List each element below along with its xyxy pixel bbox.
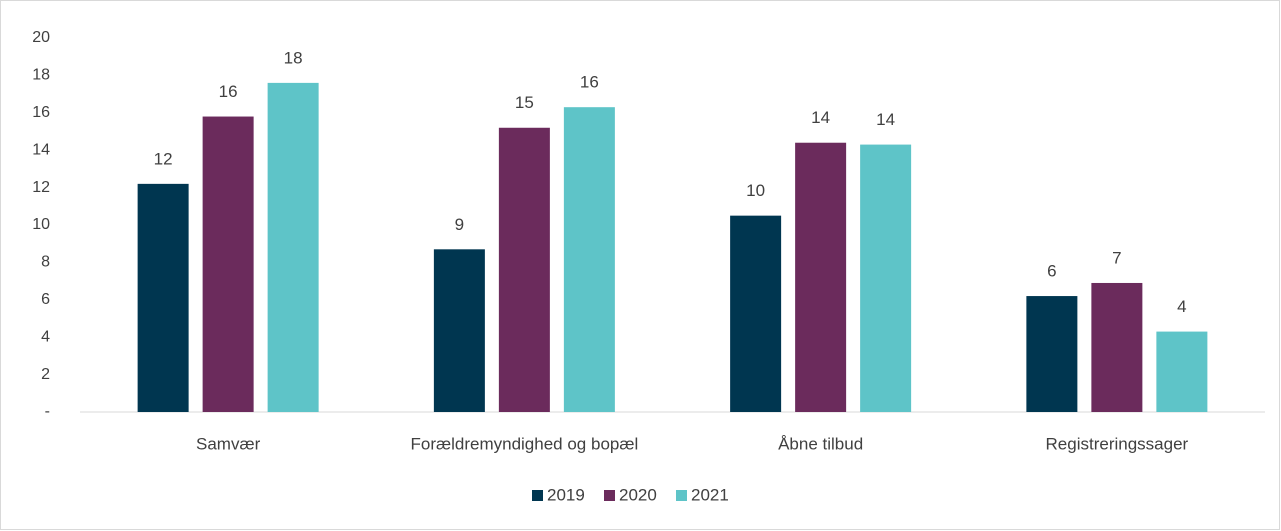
bar (563, 107, 615, 412)
x-tick-label: Samvær (196, 434, 261, 453)
data-label: 6 (1047, 262, 1056, 281)
legend-label: 2021 (691, 485, 729, 504)
data-label: 15 (515, 93, 534, 112)
bar (137, 183, 189, 412)
bar (1026, 296, 1078, 412)
data-label: 9 (455, 215, 464, 234)
legend-swatch (604, 490, 615, 501)
data-label: 16 (219, 82, 238, 101)
legend-label: 2020 (619, 485, 657, 504)
data-label: 12 (154, 149, 173, 168)
legend-swatch (676, 490, 687, 501)
y-tick-label: 18 (32, 67, 50, 84)
y-tick-label: 4 (41, 328, 50, 345)
y-tick-label: 6 (41, 291, 50, 308)
y-tick-label: 14 (32, 141, 50, 158)
y-tick-label: 12 (32, 179, 50, 196)
y-tick-label: 20 (32, 29, 50, 46)
data-label: 7 (1112, 248, 1121, 267)
bar (1091, 282, 1143, 412)
y-tick-label: 2 (41, 366, 50, 383)
legend-label: 2019 (547, 485, 585, 504)
data-label: 4 (1177, 297, 1186, 316)
x-tick-label: Åbne tilbud (778, 434, 863, 453)
y-tick-label: 10 (32, 216, 50, 233)
data-label: 14 (876, 110, 895, 129)
bar (795, 142, 847, 412)
bar (433, 249, 485, 412)
y-tick-label: 8 (41, 254, 50, 271)
bar (498, 127, 550, 412)
bar (202, 116, 254, 412)
bar (1156, 331, 1208, 412)
bar (267, 82, 319, 412)
data-label: 10 (746, 181, 765, 200)
x-tick-label: Forældremyndighed og bopæl (411, 434, 639, 453)
legend-swatch (532, 490, 543, 501)
data-label: 14 (811, 108, 830, 127)
bar (860, 144, 912, 412)
data-label: 18 (284, 48, 303, 67)
y-tick-label: 16 (32, 104, 50, 121)
y-tick-label: - (45, 403, 50, 420)
bar (730, 215, 782, 412)
data-label: 16 (580, 73, 599, 92)
x-tick-label: Registreringssager (1046, 434, 1189, 453)
